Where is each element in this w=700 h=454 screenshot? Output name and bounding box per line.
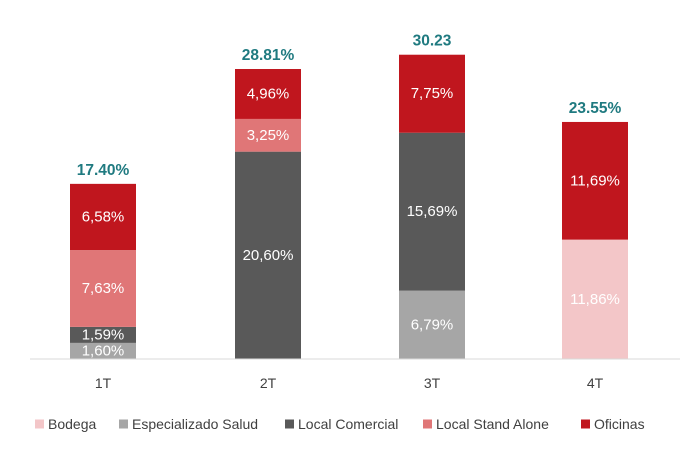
legend-label: Local Comercial xyxy=(298,416,398,432)
data-label: 3,25% xyxy=(247,127,290,144)
legend-label: Bodega xyxy=(48,416,96,432)
total-label: 28.81% xyxy=(242,47,295,64)
bar-segment-2T-oficinas xyxy=(235,69,301,119)
data-label: 7,63% xyxy=(82,280,125,297)
legend-swatch xyxy=(119,419,128,429)
x-tick-label: 1T xyxy=(95,375,112,391)
bar-segment-1T-local-comercial xyxy=(70,326,136,343)
data-label: 6,58% xyxy=(82,208,125,225)
legend-label: Local Stand Alone xyxy=(436,416,549,432)
total-label: 30.23 xyxy=(413,33,452,50)
bar-segment-4T-bodega xyxy=(562,239,628,359)
data-label: 11,86% xyxy=(570,291,620,308)
legend: Bodega Especializado Salud Local Comercial… xyxy=(35,416,645,432)
data-label: 6,79% xyxy=(411,316,454,333)
legend-label: Especializado Salud xyxy=(132,416,258,432)
data-label: 1,60% xyxy=(82,342,125,359)
legend-swatch xyxy=(35,419,44,429)
totals-layer: 17.40% 28.81% 30.23 23.55% xyxy=(77,33,622,179)
bar-segment-4T-oficinas xyxy=(562,121,628,240)
bar-segment-1T-oficinas xyxy=(70,183,136,251)
bars-layer: 1,60%1,59% 7,63% 6,58% 20,60% 3,25% 4,96% 6,79… xyxy=(70,54,628,359)
bar-segment-1T-especializado-salud xyxy=(70,342,136,359)
bar-segment-2T-local-stand-alone xyxy=(235,118,301,152)
bar-segment-3T-especializado-salud xyxy=(399,290,465,359)
legend-swatch xyxy=(285,419,294,429)
legend-label: Oficinas xyxy=(594,416,645,432)
data-label: 11,69% xyxy=(570,172,620,189)
data-label: 7,75% xyxy=(411,85,454,102)
x-tick-label: 3T xyxy=(424,375,441,391)
data-label: 1,59% xyxy=(82,326,125,343)
x-axis-labels: 1T 2T 3T 4T xyxy=(95,375,604,391)
data-label: 15,69% xyxy=(407,203,458,220)
bar-segment-3T-local-comercial xyxy=(399,132,465,291)
data-label: 4,96% xyxy=(247,85,290,102)
bar-segment-3T-oficinas xyxy=(399,54,465,133)
legend-swatch xyxy=(423,419,432,429)
bar-segment-2T-local-comercial xyxy=(235,151,301,359)
legend-swatch xyxy=(581,419,590,429)
total-label: 17.40% xyxy=(77,162,130,179)
x-tick-label: 2T xyxy=(260,375,277,391)
total-label: 23.55% xyxy=(569,100,622,117)
bar-segment-1T-local-stand-alone xyxy=(70,250,136,327)
data-label: 20,60% xyxy=(243,247,294,264)
x-tick-label: 4T xyxy=(587,375,604,391)
